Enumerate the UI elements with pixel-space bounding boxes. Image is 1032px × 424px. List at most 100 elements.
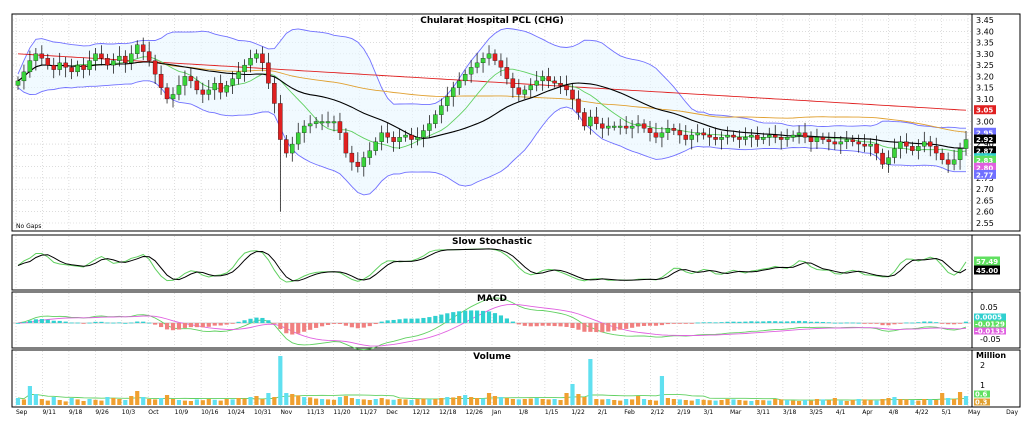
volume-bar [206, 399, 211, 405]
macd-title: MACD [477, 294, 507, 304]
moving-average-line-2 [17, 61, 967, 133]
price-tag-label: 2.80 [976, 164, 993, 172]
macd-histogram-bar [701, 322, 706, 324]
macd-histogram-bar [230, 323, 235, 324]
macd-histogram-bar [773, 321, 778, 323]
candle-body [683, 134, 689, 140]
volume-bar [260, 399, 265, 405]
x-tick-label: 11/20 [333, 409, 350, 416]
candle-body [427, 123, 432, 131]
macd-histogram-bar [695, 322, 700, 324]
macd-histogram-bar [200, 323, 205, 328]
volume-bar [516, 399, 521, 405]
macd-histogram-bar [57, 320, 62, 323]
macd-histogram-bar [206, 323, 211, 327]
macd-histogram-bar [355, 323, 360, 329]
volume-bar [427, 399, 432, 405]
volume-bar [796, 401, 802, 405]
candle-body [498, 60, 504, 68]
candle-body [462, 73, 468, 82]
volume-bar [952, 399, 957, 405]
candle-body [641, 123, 647, 129]
macd-histogram-bar [779, 321, 784, 323]
candle-body [272, 83, 277, 104]
volume-bar [33, 394, 38, 405]
candle-body [796, 132, 802, 136]
x-tick-label: Apr [862, 409, 873, 416]
volume-bar [480, 398, 486, 405]
candle-body [87, 60, 92, 70]
volume-bar [385, 399, 390, 405]
x-tick-label: Mar [730, 409, 742, 416]
candle-body [504, 67, 510, 79]
volume-bar [659, 376, 665, 405]
macd-histogram-bar [45, 319, 50, 323]
candle-body [928, 141, 933, 147]
macd-histogram-bar [272, 323, 277, 324]
candle-body [749, 134, 754, 138]
volume-bar [701, 399, 706, 405]
macd-histogram-bar [719, 322, 724, 323]
volume-bar [677, 399, 682, 405]
volume-bar [814, 399, 820, 405]
macd-histogram-bar [516, 323, 521, 325]
volume-bar [87, 399, 92, 405]
macd-histogram-bar [522, 323, 527, 326]
candle-body [820, 137, 826, 140]
candle-body [212, 83, 217, 91]
macd-histogram-bar [826, 322, 831, 324]
bollinger-upper-line [17, 27, 966, 129]
price-tag-box [974, 169, 996, 179]
candle-body [433, 114, 438, 124]
macd-histogram-bar [129, 322, 134, 324]
x-tick-label: 12/18 [439, 409, 456, 416]
candle-body [260, 53, 265, 64]
macd-histogram-bar [802, 321, 808, 323]
volume-bar [904, 399, 909, 405]
macd-histogram-bar [653, 323, 659, 326]
volume-bar [141, 397, 146, 405]
macd-signal-line [17, 303, 967, 347]
volume-bar [695, 399, 700, 405]
candle-body [659, 132, 665, 138]
volume-bar [373, 399, 378, 405]
macd-histogram-bar [361, 323, 366, 328]
macd-histogram-bar [689, 323, 694, 324]
x-tick-label: Oct [148, 409, 159, 416]
x-tick-label: Sep [16, 409, 28, 416]
volume-bar [397, 399, 402, 405]
macd-histogram-bar [266, 320, 271, 323]
volume-bar [868, 400, 873, 405]
macd-histogram-bar [302, 323, 307, 332]
volume-bar [963, 396, 969, 405]
volume-tag-label: 0.6 [975, 391, 988, 399]
macd-histogram-bar [254, 317, 259, 323]
macd-histogram-bar [415, 318, 420, 323]
candle-body [713, 137, 718, 140]
macd-histogram-bar [457, 311, 462, 323]
volume-bar [164, 395, 170, 405]
macd-histogram-bar [534, 323, 539, 327]
macd-histogram-bar [278, 323, 283, 330]
x-tick-label: 10/3 [122, 409, 136, 416]
macd-histogram-bar [105, 322, 110, 324]
volume-bar [451, 397, 456, 405]
volume-bar [290, 394, 295, 405]
macd-histogram-bar [725, 321, 730, 323]
candle-body [480, 58, 486, 64]
volume-bar [272, 397, 277, 405]
candle-body [606, 125, 611, 129]
macd-histogram-bar [75, 322, 80, 324]
candle-body [933, 146, 939, 154]
price-tag-box [974, 146, 996, 156]
volume-bar [158, 398, 164, 405]
candle-body [248, 58, 253, 66]
volume-bar [558, 400, 563, 405]
candle-body [194, 80, 200, 91]
volume-bar [898, 399, 903, 405]
candle-body [117, 55, 122, 61]
volume-bar [194, 399, 199, 405]
macd-histogram-bar [588, 323, 593, 332]
